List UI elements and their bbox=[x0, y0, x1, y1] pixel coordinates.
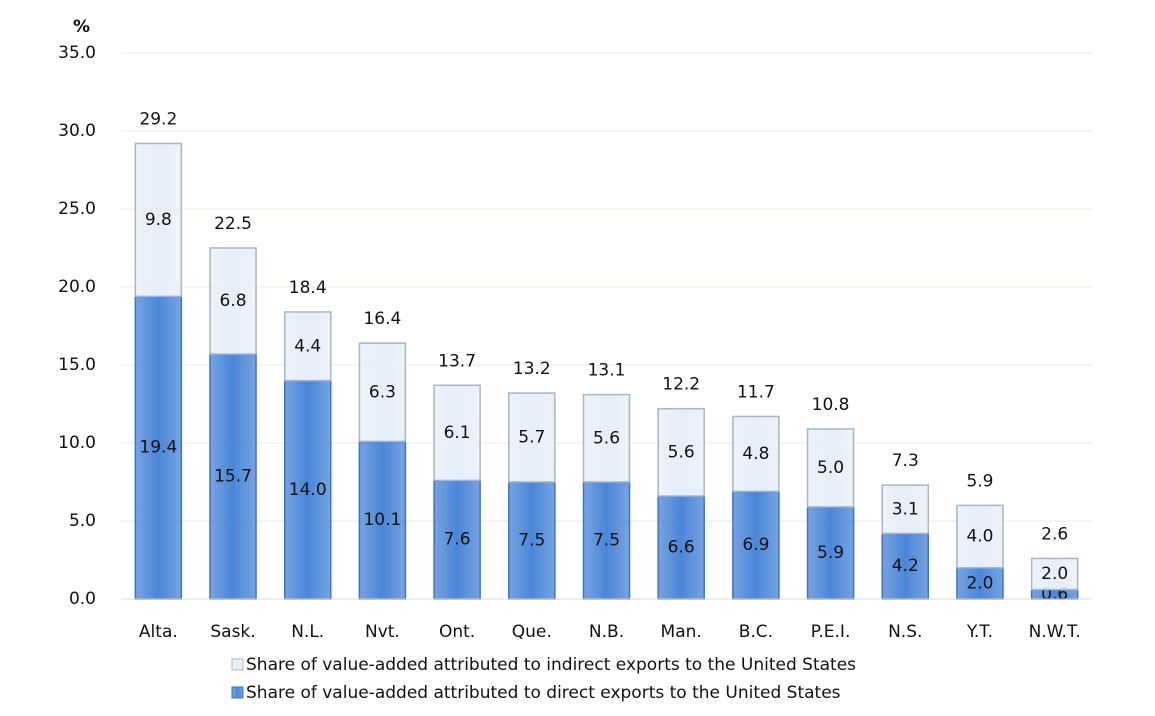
x-tick-label: Ont. bbox=[439, 622, 475, 642]
x-tick-label: B.C. bbox=[739, 622, 773, 642]
total-label: 16.4 bbox=[363, 309, 401, 329]
data-label: 15.7 bbox=[214, 467, 252, 487]
total-label: 18.4 bbox=[289, 278, 327, 298]
data-label: 4.0 bbox=[966, 527, 993, 547]
total-label: 22.5 bbox=[214, 214, 252, 234]
x-tick-label: P.E.I. bbox=[811, 622, 851, 642]
bar-segment bbox=[508, 481, 556, 600]
x-tick-label: Nvt. bbox=[365, 622, 400, 642]
data-label: 4.8 bbox=[742, 444, 769, 464]
bar-segment bbox=[881, 484, 930, 535]
data-label: 7.6 bbox=[444, 530, 471, 550]
total-label: 11.7 bbox=[737, 382, 775, 402]
bar-segment bbox=[508, 392, 556, 483]
bar-segment bbox=[732, 490, 780, 600]
total-label: 5.9 bbox=[966, 471, 993, 491]
bar-segment bbox=[433, 384, 481, 482]
total-label: 29.2 bbox=[139, 109, 177, 129]
y-tick-label: 0.0 bbox=[69, 589, 96, 609]
data-label: 10.1 bbox=[363, 510, 401, 530]
y-tick-label: 15.0 bbox=[58, 355, 96, 375]
data-label: 7.5 bbox=[593, 531, 620, 551]
total-label: 2.6 bbox=[1041, 524, 1068, 544]
bar-segment bbox=[956, 504, 1004, 569]
y-tick-label: 35.0 bbox=[58, 43, 96, 63]
x-tick-label: Sask. bbox=[210, 622, 255, 642]
total-label: 13.7 bbox=[438, 351, 476, 371]
y-tick-label: 5.0 bbox=[69, 511, 96, 531]
x-tick-label: N.L. bbox=[291, 622, 324, 642]
bar-segment bbox=[1030, 557, 1079, 591]
x-tick-label: N.B. bbox=[589, 622, 624, 642]
data-label: 3.1 bbox=[892, 499, 919, 519]
total-label: 12.2 bbox=[662, 375, 700, 395]
data-label: 14.0 bbox=[289, 480, 327, 500]
y-tick-label: 20.0 bbox=[58, 277, 96, 297]
bar-segment bbox=[881, 532, 930, 600]
bar-segment bbox=[732, 415, 780, 493]
total-label: 10.8 bbox=[812, 395, 850, 415]
bar-segment bbox=[134, 295, 183, 600]
x-tick-label: N.S. bbox=[888, 622, 922, 642]
data-label: 6.6 bbox=[668, 538, 695, 558]
x-tick-label: N.W.T. bbox=[1029, 622, 1081, 642]
bar-segment bbox=[134, 142, 183, 298]
data-label: 5.9 bbox=[817, 543, 844, 563]
data-label: 4.2 bbox=[892, 556, 919, 576]
data-label: 4.4 bbox=[294, 336, 321, 356]
data-label: 5.7 bbox=[518, 428, 545, 448]
x-tick-label: Alta. bbox=[139, 622, 178, 642]
data-label: 9.8 bbox=[145, 210, 172, 230]
y-tick-label: 30.0 bbox=[58, 121, 96, 141]
data-label: 2.0 bbox=[1041, 564, 1068, 584]
data-label: 6.3 bbox=[369, 382, 396, 402]
bar-segment bbox=[806, 506, 855, 600]
bar-segment bbox=[582, 393, 631, 483]
data-label: 7.5 bbox=[518, 531, 545, 551]
bar-segment bbox=[806, 428, 855, 508]
y-tick-label: 25.0 bbox=[58, 199, 96, 219]
y-axis-label: % bbox=[73, 17, 90, 37]
data-label: 5.6 bbox=[668, 442, 695, 462]
legend-swatch bbox=[231, 686, 244, 699]
data-label: 5.0 bbox=[817, 458, 844, 478]
data-label: 6.9 bbox=[742, 535, 769, 555]
bar-segment bbox=[283, 311, 332, 382]
legend-swatch bbox=[231, 658, 244, 671]
total-label: 13.1 bbox=[588, 361, 626, 381]
x-tick-label: Que. bbox=[512, 622, 552, 642]
data-label: 2.0 bbox=[966, 573, 993, 593]
total-label: 13.2 bbox=[513, 359, 551, 379]
y-tick-label: 10.0 bbox=[58, 433, 96, 453]
x-tick-label: Man. bbox=[661, 622, 702, 642]
data-label: 19.4 bbox=[139, 438, 177, 458]
bar-segment bbox=[956, 567, 1004, 600]
total-label: 7.3 bbox=[892, 451, 919, 471]
bar-segment bbox=[209, 353, 257, 600]
legend-label: Share of value-added attributed to direc… bbox=[246, 683, 841, 703]
bar-segment bbox=[209, 247, 257, 355]
bar-segment bbox=[358, 342, 407, 443]
data-label: 5.6 bbox=[593, 428, 620, 448]
legend-label: Share of value-added attributed to indir… bbox=[246, 655, 856, 675]
data-label: 6.1 bbox=[444, 423, 471, 443]
bar-segment bbox=[283, 379, 332, 600]
data-label: 6.8 bbox=[220, 291, 247, 311]
bar-segment bbox=[657, 407, 705, 497]
x-tick-label: Y.T. bbox=[966, 622, 993, 642]
